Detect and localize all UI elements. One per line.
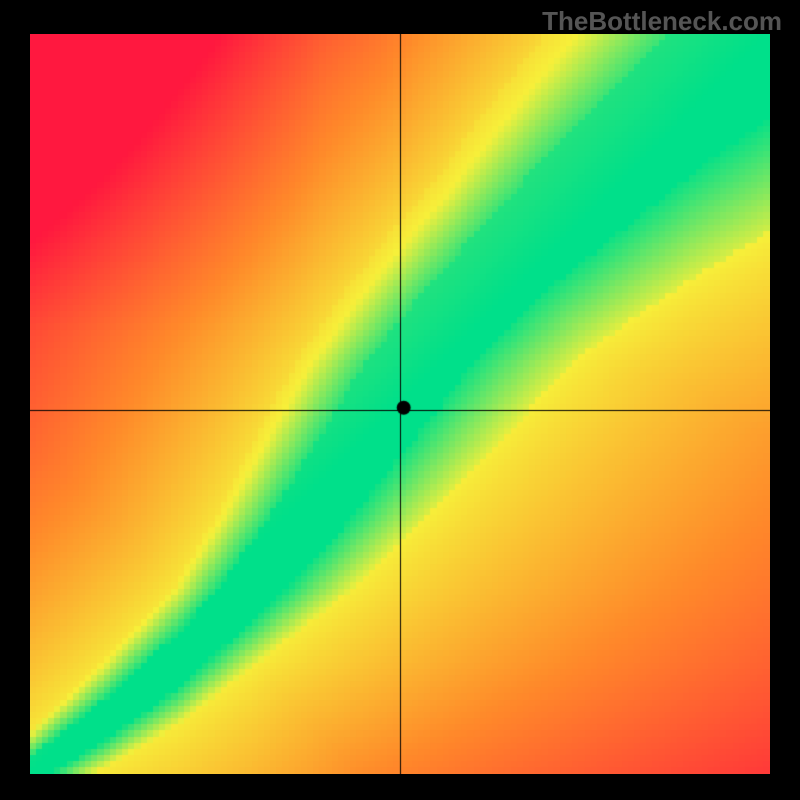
bottleneck-heatmap [30,34,770,774]
watermark-label: TheBottleneck.com [542,6,782,37]
chart-frame: { "meta": { "type": "heatmap", "source_l… [0,0,800,800]
